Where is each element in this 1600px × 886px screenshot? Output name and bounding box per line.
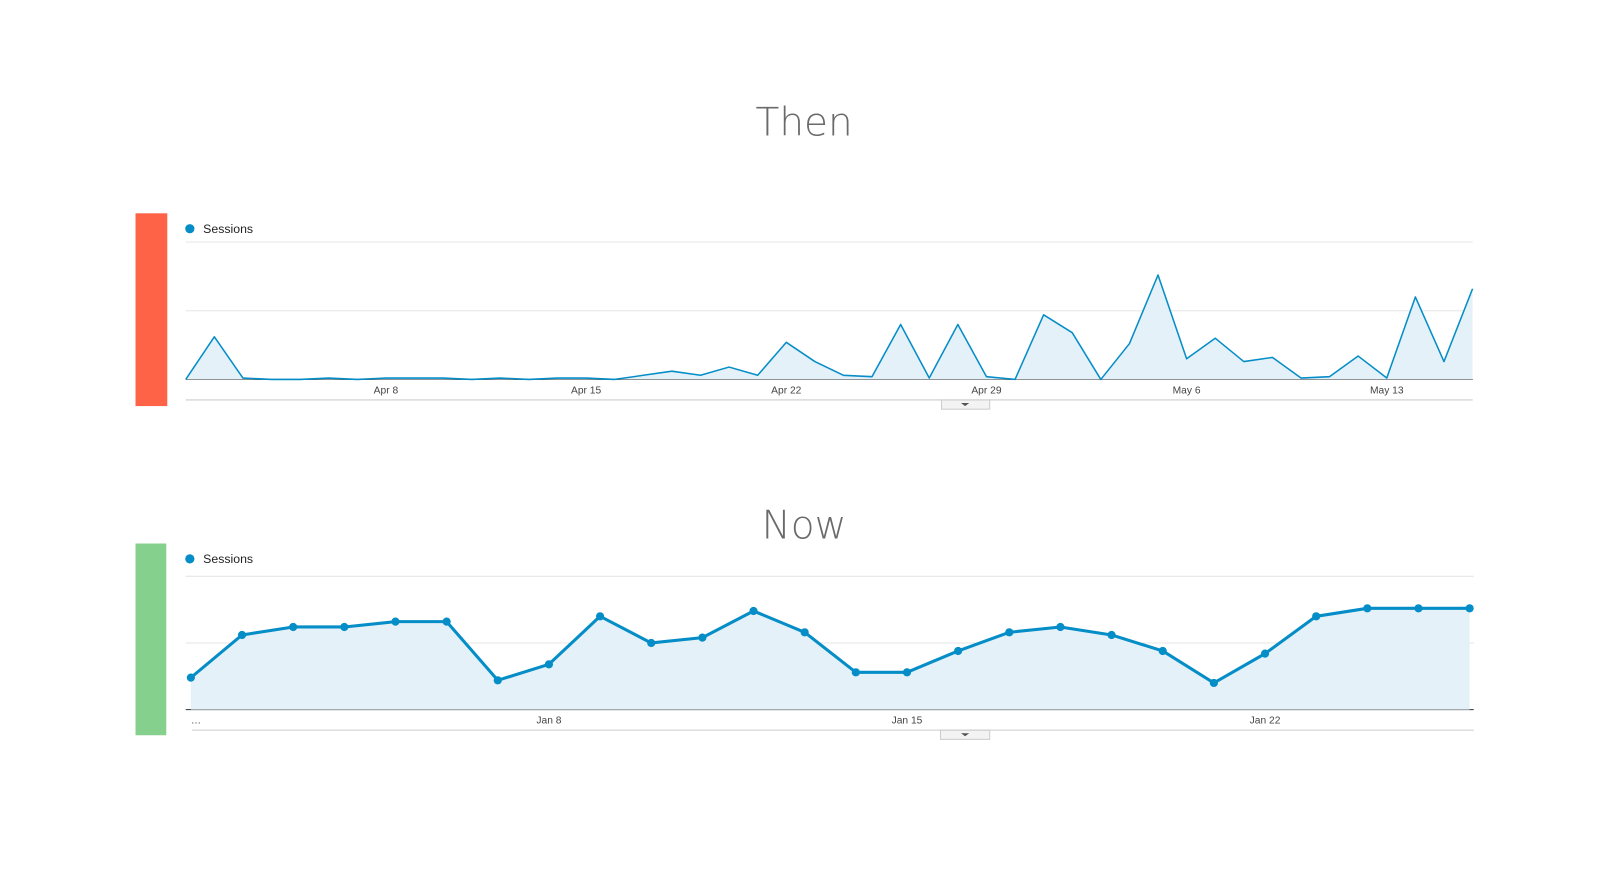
point [595, 612, 605, 621]
point [647, 638, 656, 648]
line [189, 606, 1470, 685]
x-tick-label: Apr 15 [571, 385, 601, 396]
dropdown-arrow [960, 403, 970, 407]
point [1005, 628, 1014, 637]
point [289, 622, 298, 632]
legend-marker [185, 554, 195, 564]
chart-title: Then [756, 101, 853, 146]
point [851, 668, 860, 677]
x-tick-label: … [191, 716, 201, 727]
point [1209, 678, 1218, 688]
x-tick-label: Jan 22 [1250, 716, 1281, 727]
dropdown-arrow [960, 733, 970, 737]
x-tick-label: Jan 15 [892, 716, 923, 727]
legend-label: Sessions [203, 552, 253, 566]
point [698, 633, 707, 642]
x-tick-label: Jan 8 [536, 716, 561, 727]
point [1260, 649, 1270, 658]
point [493, 676, 502, 685]
point [237, 630, 247, 640]
x-tick-label: Apr 29 [971, 385, 1001, 396]
area [190, 608, 1470, 710]
point [749, 606, 758, 616]
point [1465, 604, 1474, 613]
legend-label: Sessions [203, 222, 253, 236]
point [442, 617, 451, 626]
point [1158, 646, 1167, 656]
point [1363, 604, 1372, 613]
point [544, 660, 554, 669]
point [186, 673, 195, 682]
status-bar [135, 213, 168, 407]
x-tick-label: May 6 [1173, 385, 1201, 396]
point [1312, 612, 1321, 621]
point [800, 628, 809, 637]
point [391, 617, 400, 626]
point [340, 622, 349, 632]
chart-title: Now [762, 504, 847, 549]
point [1414, 604, 1423, 613]
x-tick-label: Apr 8 [374, 385, 399, 396]
x-tick-label: May 13 [1370, 385, 1404, 396]
status-bar [135, 543, 167, 736]
line [185, 274, 1474, 381]
area [185, 274, 1473, 380]
point [954, 646, 963, 656]
point [1107, 630, 1116, 640]
x-tick-label: Apr 22 [771, 385, 801, 396]
point [1056, 622, 1065, 632]
point [902, 668, 912, 677]
legend-marker [185, 224, 195, 234]
